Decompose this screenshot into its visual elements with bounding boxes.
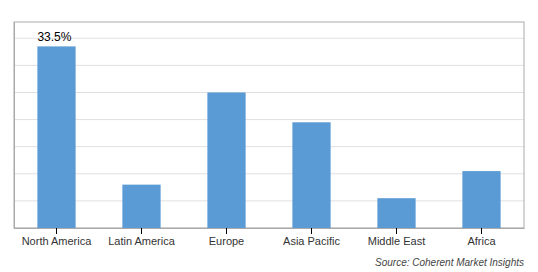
x-tick-line [141,228,142,234]
grid-line [14,92,524,93]
x-tick-line [396,228,397,234]
x-tick-label: Europe [209,235,244,247]
grid-line [14,200,524,201]
bar [207,92,245,228]
y-axis [14,23,16,229]
bar [37,46,75,228]
grid-line [14,173,524,174]
x-tick: Latin America [108,228,176,247]
x-tick-label: North America [22,235,93,247]
bars [37,46,500,228]
bar [377,198,415,228]
x-axis-line [15,228,525,229]
plot-frame [14,22,524,228]
bar [462,171,500,228]
x-tick: Europe [209,228,244,247]
grid-line [14,119,524,120]
x-tick: Africa [467,228,496,247]
grid-line [14,65,524,66]
x-tick: North America [22,228,93,247]
bar [292,122,330,228]
x-tick: Asia Pacific [283,228,340,247]
plot: North America Latin America Europe Asia Pac… [14,22,525,247]
x-axis: North America Latin America Europe Asia Pac… [15,228,525,247]
x-tick-label: Latin America [108,235,176,247]
x-tick-line [481,228,482,234]
bar [122,185,160,228]
x-tick-line [226,228,227,234]
annotation: 33.5% [37,30,71,44]
x-tick-label: Middle East [368,235,425,247]
grid-line [14,146,524,147]
grid [14,38,524,228]
x-tick-label: Africa [467,235,496,247]
x-tick-label: Asia Pacific [283,235,340,247]
x-tick: Middle East [368,228,425,247]
chart: North America Latin America Europe Asia Pac… [0,0,538,272]
source: Source: Coherent Market Insights [375,257,524,268]
x-tick-line [311,228,312,234]
x-tick-line [56,228,57,234]
y-axis-line [14,23,15,229]
grid-line [14,38,524,39]
